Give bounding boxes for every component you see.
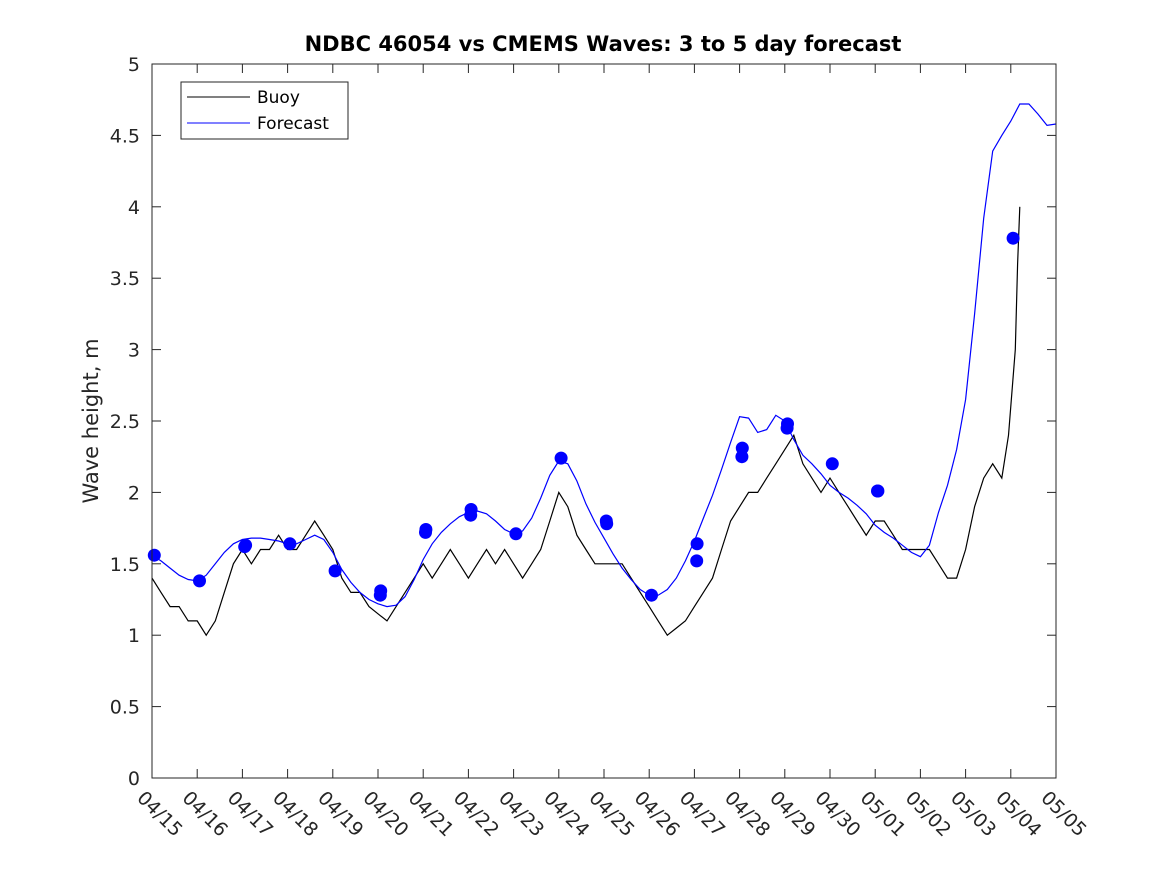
x-tick-label: 04/19 (313, 787, 367, 841)
forecast-markers (147, 231, 1020, 602)
legend-box (180, 81, 349, 140)
y-tick-label: 2 (128, 482, 140, 504)
forecast-marker (554, 451, 568, 465)
y-tick-label: 0 (128, 768, 140, 790)
x-tick-label: 05/02 (901, 787, 955, 841)
legend: Buoy Forecast (180, 81, 349, 140)
forecast-marker (509, 527, 523, 541)
forecast-marker (690, 537, 704, 551)
x-tick-label: 04/24 (539, 787, 593, 841)
x-tick-label: 04/27 (675, 787, 729, 841)
x-tick-label: 04/26 (630, 787, 684, 841)
x-tick-label: 04/28 (720, 787, 774, 841)
series-layer (152, 103, 1056, 637)
x-tick-label: 04/21 (404, 787, 458, 841)
x-tick-label: 05/03 (946, 787, 1000, 841)
forecast-marker (464, 503, 478, 516)
forecast-marker (193, 574, 206, 588)
x-tick-label: 05/05 (1036, 787, 1090, 841)
forecast-marker (419, 523, 433, 536)
y-tick-label: 1.5 (110, 554, 140, 576)
forecast-marker (328, 564, 342, 578)
series-line-buoy (152, 206, 1021, 637)
forecast-marker (147, 548, 161, 562)
x-tick-label: 05/01 (856, 787, 910, 841)
x-tick-label: 04/20 (358, 787, 412, 841)
y-tick-label: 1 (128, 625, 140, 647)
forecast-marker (600, 517, 614, 531)
forecast-marker (690, 554, 704, 568)
legend-forecast-label: Forecast (257, 114, 329, 134)
plot-frame (151, 63, 1057, 779)
forecast-marker (239, 538, 253, 552)
x-tick-label: 04/15 (132, 787, 186, 841)
forecast-marker (1006, 231, 1020, 245)
x-tick-label: 04/29 (765, 787, 819, 841)
forecast-marker (735, 441, 749, 455)
forecast-marker (825, 457, 839, 471)
x-tick-label: 04/16 (178, 787, 232, 841)
legend-buoy-label: Buoy (257, 88, 300, 108)
x-axis: 04/1504/1604/1704/1804/1904/2004/2104/22… (132, 64, 1091, 841)
y-axis: 0 0.5 1 1.5 2 2.5 3 3.5 4 4.5 5 (110, 54, 1056, 790)
y-tick-label: 3.5 (110, 268, 140, 290)
forecast-marker (781, 417, 794, 431)
y-tick-label: 4.5 (110, 125, 140, 147)
y-tick-label: 2.5 (110, 411, 140, 433)
forecast-marker (374, 584, 388, 598)
x-tick-label: 04/30 (810, 787, 864, 841)
x-tick-label: 04/18 (268, 787, 322, 841)
x-tick-label: 04/25 (584, 787, 638, 841)
forecast-marker (645, 588, 658, 602)
chart-title: NDBC 46054 vs CMEMS Waves: 3 to 5 day fo… (305, 32, 902, 56)
y-tick-label: 5 (128, 54, 140, 76)
y-tick-label: 4 (128, 197, 140, 219)
x-tick-label: 05/04 (991, 787, 1045, 841)
forecast-marker (283, 537, 297, 551)
x-tick-label: 04/17 (223, 787, 277, 841)
series-line-forecast (152, 103, 1056, 608)
y-tick-label: 3 (128, 340, 140, 362)
y-axis-label: Wave height, m (79, 338, 103, 503)
x-tick-label: 04/23 (494, 787, 548, 841)
x-tick-label: 04/22 (449, 787, 503, 841)
y-tick-label: 0.5 (110, 697, 140, 719)
forecast-marker (871, 484, 885, 498)
